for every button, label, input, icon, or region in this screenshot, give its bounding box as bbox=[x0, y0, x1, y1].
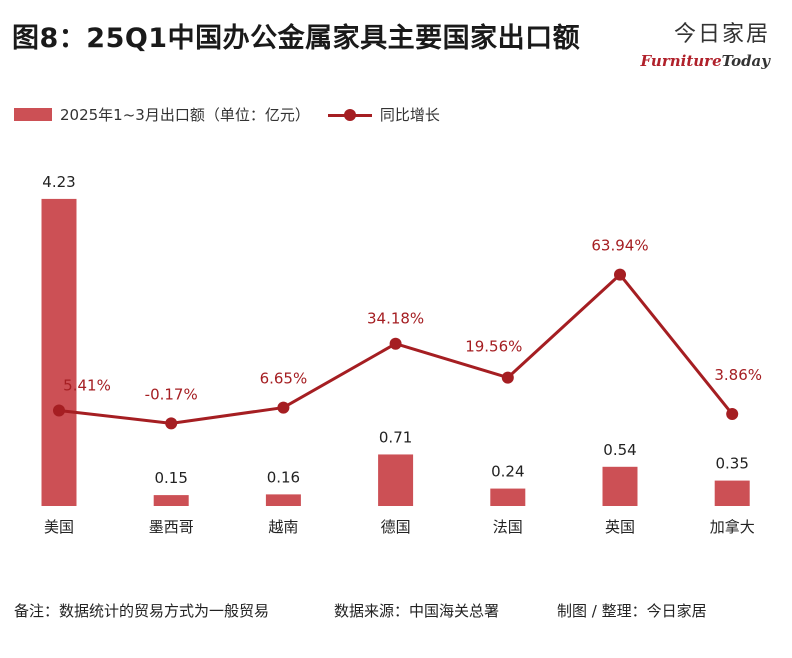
growth-point-6 bbox=[726, 408, 739, 421]
brand-logo-en-part2: Today bbox=[721, 52, 770, 70]
category-label-4: 法国 bbox=[493, 518, 523, 536]
brand-logo-en: FurnitureToday bbox=[641, 52, 770, 70]
legend-line-swatch bbox=[327, 108, 372, 122]
legend-line-label: 同比增长 bbox=[379, 106, 440, 124]
chart-legend: 2025年1~3月出口额（单位：亿元） 同比增长 bbox=[14, 104, 440, 125]
legend-bar-swatch bbox=[14, 108, 52, 121]
brand-logo-cn: 今日家居 bbox=[673, 22, 770, 47]
brand-logo-en-part1: Furniture bbox=[640, 52, 722, 70]
bar-value-label-1: 0.15 bbox=[154, 469, 187, 487]
growth-label-2: 6.65% bbox=[260, 370, 308, 388]
growth-label-0: 5.41% bbox=[63, 376, 111, 394]
bar-6 bbox=[714, 480, 750, 506]
bar-4 bbox=[490, 488, 526, 506]
bar-value-label-4: 0.24 bbox=[491, 463, 524, 481]
growth-point-2 bbox=[277, 401, 290, 414]
growth-label-6: 3.86% bbox=[714, 366, 762, 384]
chart-title: 图8：25Q1中国办公金属家具主要国家出口额 bbox=[12, 23, 581, 54]
footer-note: 备注：数据统计的贸易方式为一般贸易 bbox=[14, 602, 270, 620]
growth-point-3 bbox=[389, 337, 402, 350]
category-label-5: 英国 bbox=[605, 518, 635, 536]
growth-label-3: 34.18% bbox=[367, 310, 424, 328]
bar-value-label-3: 0.71 bbox=[379, 428, 412, 446]
category-label-2: 越南 bbox=[268, 518, 298, 536]
legend-bar-label: 2025年1~3月出口额（单位：亿元） bbox=[60, 106, 310, 124]
growth-label-1: -0.17% bbox=[145, 385, 198, 403]
bar-2 bbox=[265, 494, 301, 506]
chart-plot: 4.23 美国 0.15 墨西哥 0.16 越南 0.71 德国 0.24 法国 0.54 英国 0.3… bbox=[41, 173, 762, 536]
growth-point-4 bbox=[501, 371, 514, 384]
growth-point-1 bbox=[165, 417, 178, 430]
category-label-1: 墨西哥 bbox=[149, 518, 194, 536]
growth-point-0 bbox=[53, 404, 65, 417]
bar-value-label-2: 0.16 bbox=[267, 468, 300, 486]
bar-value-label-5: 0.54 bbox=[603, 441, 636, 459]
growth-label-5: 63.94% bbox=[591, 237, 648, 255]
footer-source: 数据来源：中国海关总署 bbox=[334, 602, 500, 620]
bar-1 bbox=[153, 495, 189, 506]
bar-value-label-0: 4.23 bbox=[42, 173, 75, 191]
bar-value-label-6: 0.35 bbox=[715, 455, 748, 473]
bar-0 bbox=[41, 198, 77, 507]
category-label-3: 德国 bbox=[381, 518, 411, 536]
growth-label-4: 19.56% bbox=[465, 338, 522, 356]
bar-3 bbox=[378, 454, 414, 506]
bar-5 bbox=[602, 466, 638, 506]
category-label-0: 美国 bbox=[44, 518, 74, 536]
category-label-6: 加拿大 bbox=[710, 518, 755, 536]
growth-point-5 bbox=[614, 268, 626, 281]
footer-producer: 制图 / 整理：今日家居 bbox=[557, 602, 707, 620]
